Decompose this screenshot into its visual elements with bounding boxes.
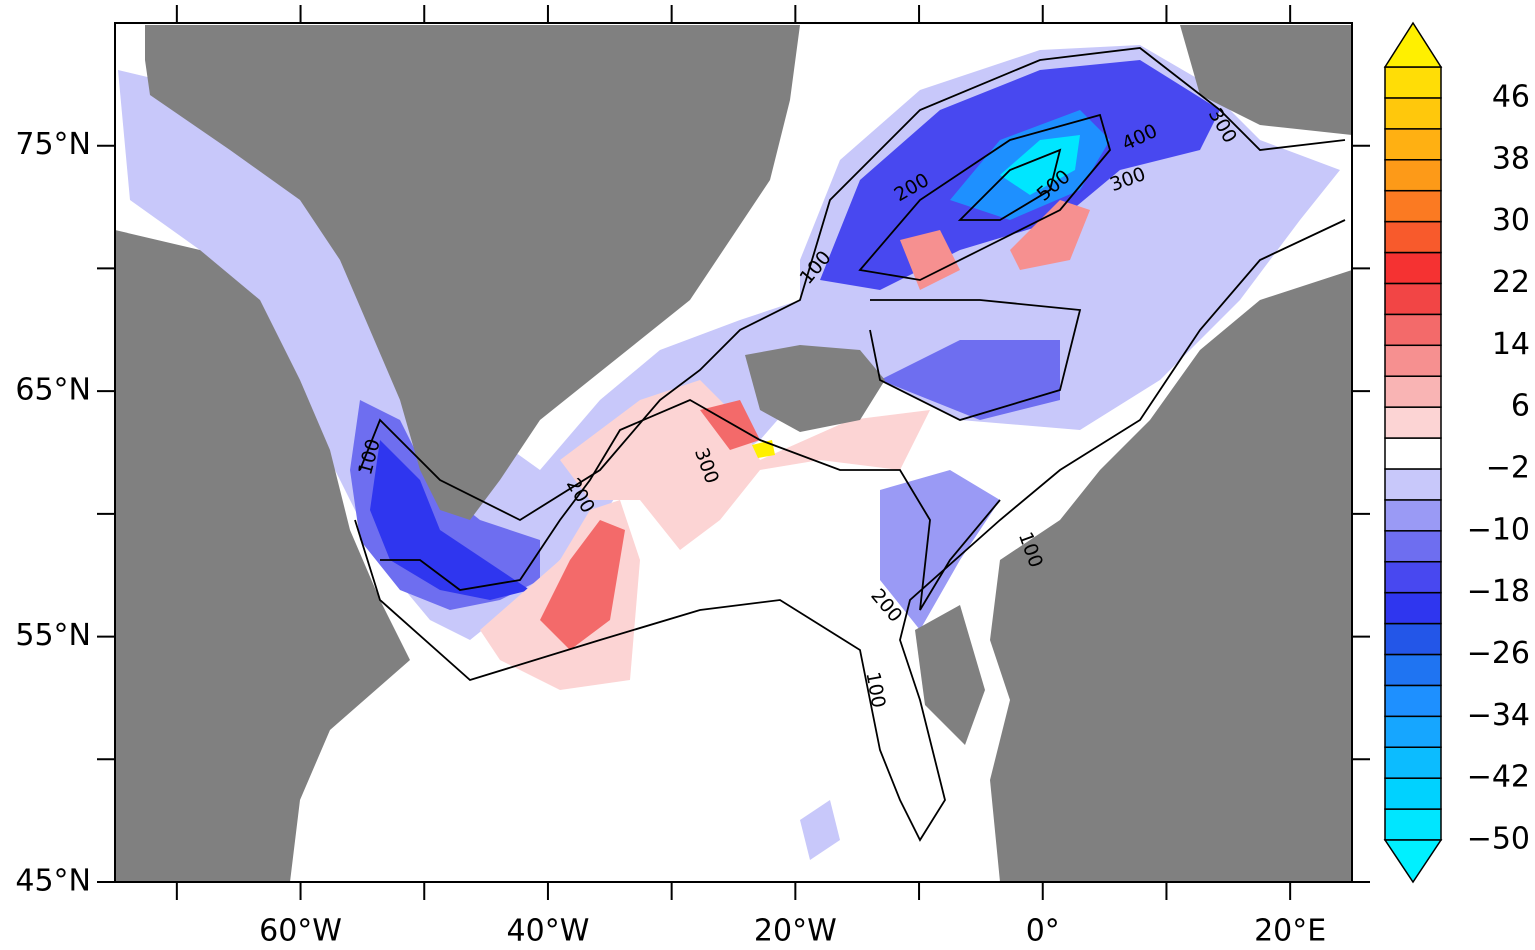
colorbar-box <box>1384 66 1442 99</box>
contour-line <box>354 219 1346 842</box>
x-tick-label: 40°W <box>507 914 590 949</box>
shade-weak-negative <box>800 800 840 860</box>
x-tick-label: 20°E <box>1254 914 1326 949</box>
shade-weak-positive <box>560 380 930 550</box>
colorbar-tick-label: −50 <box>1467 822 1530 857</box>
land-iceland <box>745 345 885 432</box>
x-tick-label: 0° <box>1026 914 1060 949</box>
colorbar-box <box>1384 437 1442 470</box>
colorbar-extend-low <box>1383 839 1443 884</box>
colorbar-tick-label: −18 <box>1467 574 1530 609</box>
colorbar-box <box>1384 468 1442 501</box>
colorbar-tick-label: 38 <box>1492 141 1530 176</box>
colorbar-box <box>1384 220 1442 254</box>
colorbar-box <box>1384 622 1442 656</box>
shade-positive <box>900 200 1090 290</box>
colorbar-tick-label: 6 <box>1511 389 1530 424</box>
shade-extreme-positive <box>752 440 775 458</box>
map-frame <box>114 22 1353 883</box>
shade-weak-negative <box>118 70 830 640</box>
colorbar-tick-label: −34 <box>1467 698 1530 733</box>
shade-positive <box>700 400 760 450</box>
colorbar-box <box>1384 282 1442 316</box>
contour-line <box>359 47 1346 522</box>
colorbar-box <box>1384 313 1442 347</box>
colorbar-box <box>1384 344 1442 377</box>
land-svalbard <box>1180 25 1352 135</box>
colorbar-box <box>1384 560 1442 594</box>
x-tick-label: 20°W <box>754 914 837 949</box>
x-tick-label: 60°W <box>259 914 342 949</box>
colorbar-tick-label: −2 <box>1486 450 1530 485</box>
colorbar-box <box>1384 189 1442 223</box>
colorbar-box <box>1384 375 1442 408</box>
land-north-america <box>115 230 410 882</box>
colorbar-box <box>1384 499 1442 532</box>
colorbar-box <box>1384 97 1442 130</box>
colorbar-box <box>1384 530 1442 563</box>
map-field: 100 200 300 400 500 300 200 300 100 100 … <box>114 22 1353 883</box>
colorbar-box <box>1384 128 1442 161</box>
colorbar-box <box>1384 406 1442 439</box>
y-tick-label: 75°N <box>15 127 91 162</box>
colorbar-box <box>1384 777 1442 810</box>
colorbar-tick-label: −42 <box>1467 760 1530 795</box>
colorbar: 46 38 30 22 14 6 −2 −10 −18 −26 −34 −42 −50 <box>1383 21 1530 884</box>
shade-negative <box>880 340 1060 420</box>
y-tick-label: 65°N <box>15 373 91 408</box>
colorbar-tick-label: −26 <box>1467 636 1530 671</box>
colorbar-extend-high <box>1383 21 1443 68</box>
y-tick-label: 45°N <box>15 864 91 899</box>
land-britain <box>915 605 985 745</box>
colorbar-box <box>1384 591 1442 625</box>
contour-line <box>858 113 1111 281</box>
colorbar-tick-label: 46 <box>1492 79 1530 114</box>
colorbar-box <box>1384 746 1442 779</box>
colorbar-box <box>1384 808 1442 841</box>
colorbar-box <box>1384 159 1442 192</box>
axes: 60°W 40°W 20°W 0° 20°E 75°N 65°N 55°N 45°N <box>15 5 1370 949</box>
colorbar-box <box>1384 653 1442 687</box>
land-greenland <box>145 25 800 520</box>
colorbar-tick-label: 22 <box>1492 265 1530 300</box>
land-europe <box>990 270 1352 882</box>
contour-line <box>380 398 1001 611</box>
y-tick-label: 55°N <box>15 618 91 653</box>
colorbar-box <box>1384 251 1442 285</box>
colorbar-tick-label: −10 <box>1467 512 1530 547</box>
contour-line <box>957 148 1062 221</box>
colorbar-tick-label: 14 <box>1492 327 1530 362</box>
shade-positive <box>540 520 625 650</box>
colorbar-box <box>1384 715 1442 748</box>
contour-line <box>869 299 1082 421</box>
colorbar-tick-label: 30 <box>1492 203 1530 238</box>
colorbar-box <box>1384 684 1442 718</box>
shade-negative <box>880 470 1000 630</box>
